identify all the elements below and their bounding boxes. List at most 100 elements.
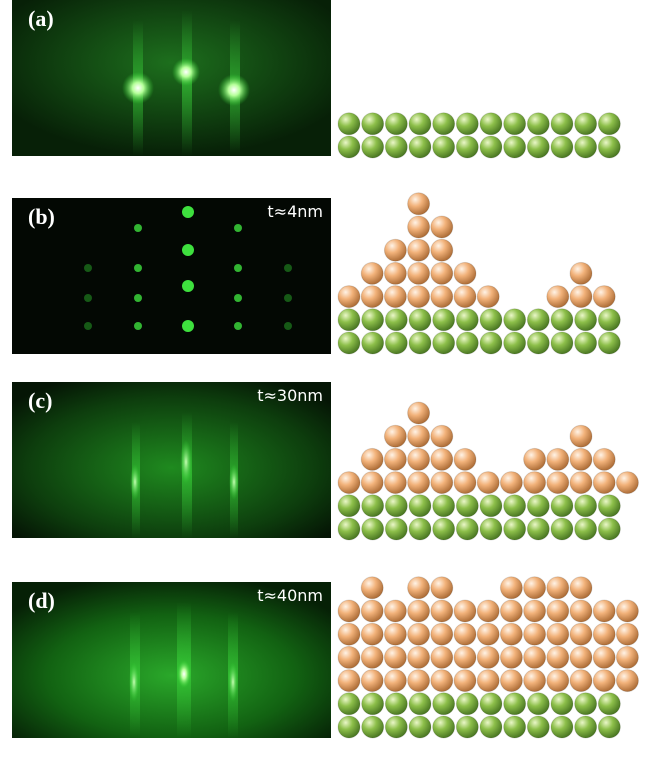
film-atom (337, 599, 361, 623)
film-atom (430, 447, 454, 471)
substrate-atom (526, 692, 550, 716)
film-atom (523, 576, 547, 600)
rheed-pattern-b (84, 206, 292, 332)
film-atom (337, 285, 361, 309)
film-atom (430, 285, 454, 309)
film-atom (476, 599, 500, 623)
film-atom (430, 645, 454, 669)
thickness-label-c: t≈30nm (257, 386, 323, 405)
substrate-atom (408, 308, 432, 332)
substrate-atom (361, 112, 385, 136)
substrate-atom (432, 331, 456, 355)
film-atom (407, 645, 431, 669)
rheed-spot (234, 294, 242, 302)
substrate-atom (503, 715, 527, 739)
substrate-atom (574, 715, 598, 739)
film-atom (360, 576, 384, 600)
film-atom (499, 669, 523, 693)
film-atom (499, 622, 523, 646)
substrate-atom (432, 517, 456, 541)
substrate-atom (597, 308, 621, 332)
film-atom (383, 238, 407, 262)
substrate-atom (597, 112, 621, 136)
film-atom (407, 599, 431, 623)
film-atom (383, 669, 407, 693)
film-atom (360, 471, 384, 495)
substrate-atom (479, 715, 503, 739)
film-atom (615, 471, 639, 495)
substrate-atom (503, 112, 527, 136)
film-atom (523, 669, 547, 693)
substrate-atom (384, 715, 408, 739)
substrate-atom (455, 308, 479, 332)
film-atom (453, 622, 477, 646)
rheed-image-a: (a) (12, 0, 331, 156)
thickness-label-b: t≈4nm (267, 202, 323, 221)
film-atom (523, 471, 547, 495)
film-atom (569, 285, 593, 309)
film-atom (546, 645, 570, 669)
film-atom (430, 576, 454, 600)
rheed-spot (134, 294, 142, 302)
substrate-atom (479, 494, 503, 518)
film-atom (453, 471, 477, 495)
film-atom (615, 622, 639, 646)
film-atom (407, 576, 431, 600)
substrate-atom (432, 112, 456, 136)
film-atom (407, 471, 431, 495)
film-atom (360, 447, 384, 471)
substrate-atom (384, 494, 408, 518)
film-atom (569, 645, 593, 669)
rheed-pattern-a (12, 0, 331, 156)
substrate-atom (432, 494, 456, 518)
film-atom (546, 447, 570, 471)
substrate-atom (526, 517, 550, 541)
film-atom (476, 471, 500, 495)
rheed-spot (284, 294, 292, 302)
substrate-atom (503, 692, 527, 716)
film-atom (383, 424, 407, 448)
substrate-atom (597, 331, 621, 355)
substrate-atom (408, 692, 432, 716)
film-atom (546, 599, 570, 623)
film-atom (407, 447, 431, 471)
rheed-spot (84, 294, 92, 302)
rheed-spot (234, 224, 242, 232)
film-atom (407, 215, 431, 239)
film-atom (430, 669, 454, 693)
substrate-atom (408, 135, 432, 159)
film-atom (453, 285, 477, 309)
panel-label-d: (d) (28, 588, 55, 613)
substrate-atom (479, 331, 503, 355)
film-atom (523, 645, 547, 669)
substrate-atom (503, 494, 527, 518)
substrate-atom (337, 517, 361, 541)
film-atom (523, 622, 547, 646)
film-atom (453, 599, 477, 623)
film-atom (476, 622, 500, 646)
film-atom (499, 645, 523, 669)
substrate-atom (597, 715, 621, 739)
film-atom (592, 599, 616, 623)
film-atom (569, 576, 593, 600)
substrate-atom (526, 308, 550, 332)
substrate-atom (574, 135, 598, 159)
rheed-image-b: (b) t≈4nm (12, 198, 331, 354)
substrate-atom (479, 308, 503, 332)
film-atom (360, 645, 384, 669)
film-atom (476, 669, 500, 693)
film-atom (569, 471, 593, 495)
substrate-atom (455, 135, 479, 159)
rheed-spot (84, 322, 92, 330)
film-atom (569, 669, 593, 693)
substrate-atom (455, 517, 479, 541)
film-atom (499, 599, 523, 623)
substrate-atom (526, 494, 550, 518)
substrate-atom (455, 692, 479, 716)
film-atom (430, 599, 454, 623)
film-atom (430, 261, 454, 285)
film-atom (383, 285, 407, 309)
film-atom (407, 192, 431, 216)
substrate-atom (550, 308, 574, 332)
film-atom (360, 622, 384, 646)
